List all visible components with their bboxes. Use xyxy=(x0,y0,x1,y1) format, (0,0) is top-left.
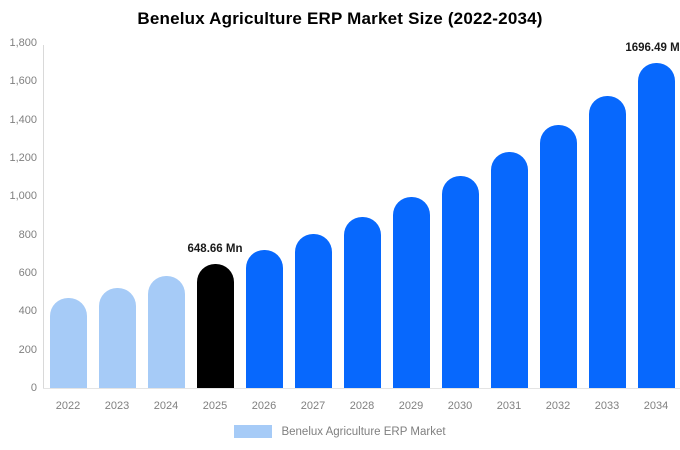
x-tick-2023: 2023 xyxy=(104,400,130,412)
data-label-2034: 1696.49 Mn xyxy=(625,41,680,54)
bar-2033 xyxy=(588,95,626,388)
x-tick-2028: 2028 xyxy=(349,400,375,412)
bar-2032 xyxy=(539,125,577,388)
bar-2027 xyxy=(294,234,332,388)
x-tick-2033: 2033 xyxy=(594,400,620,412)
x-tick-2025: 2025 xyxy=(202,400,228,412)
data-label-2025: 648.66 Mn xyxy=(187,242,243,255)
x-tick-2031: 2031 xyxy=(496,400,522,412)
y-tick-1000: 1,000 xyxy=(9,190,37,203)
bar-2031 xyxy=(490,152,528,388)
y-tick-1400: 1,400 xyxy=(9,113,37,126)
legend: Benelux Agriculture ERP Market xyxy=(0,425,680,438)
y-tick-0: 0 xyxy=(30,382,37,394)
bar-2022 xyxy=(49,297,87,388)
y-axis-line xyxy=(43,45,44,388)
x-tick-2029: 2029 xyxy=(398,400,424,412)
x-tick-2024: 2024 xyxy=(153,400,179,412)
bar-2024 xyxy=(147,276,185,388)
legend-label: Benelux Agriculture ERP Market xyxy=(281,425,446,438)
x-tick-2034: 2034 xyxy=(643,400,669,412)
legend-swatch xyxy=(234,425,273,438)
bar-2023 xyxy=(98,287,136,388)
chart-title: Benelux Agriculture ERP Market Size (202… xyxy=(137,9,543,28)
y-tick-600: 600 xyxy=(18,267,37,279)
x-tick-2027: 2027 xyxy=(300,400,326,412)
x-tick-2030: 2030 xyxy=(447,400,473,412)
x-tick-2022: 2022 xyxy=(55,400,81,412)
y-tick-1800: 1,800 xyxy=(9,37,37,49)
y-tick-400: 400 xyxy=(18,305,37,318)
bar-2026 xyxy=(245,249,283,388)
x-tick-2026: 2026 xyxy=(251,400,277,412)
x-axis-line xyxy=(43,388,680,389)
bar-2028 xyxy=(343,216,381,388)
y-tick-800: 800 xyxy=(18,228,37,241)
bar-2030 xyxy=(441,176,479,388)
y-tick-1200: 1,200 xyxy=(9,152,37,164)
y-tick-200: 200 xyxy=(18,343,37,356)
bar-2025 xyxy=(196,263,234,388)
bar-2034 xyxy=(637,62,675,388)
y-tick-1600: 1,600 xyxy=(9,75,37,88)
bar-2029 xyxy=(392,197,430,388)
x-tick-2032: 2032 xyxy=(545,400,571,412)
